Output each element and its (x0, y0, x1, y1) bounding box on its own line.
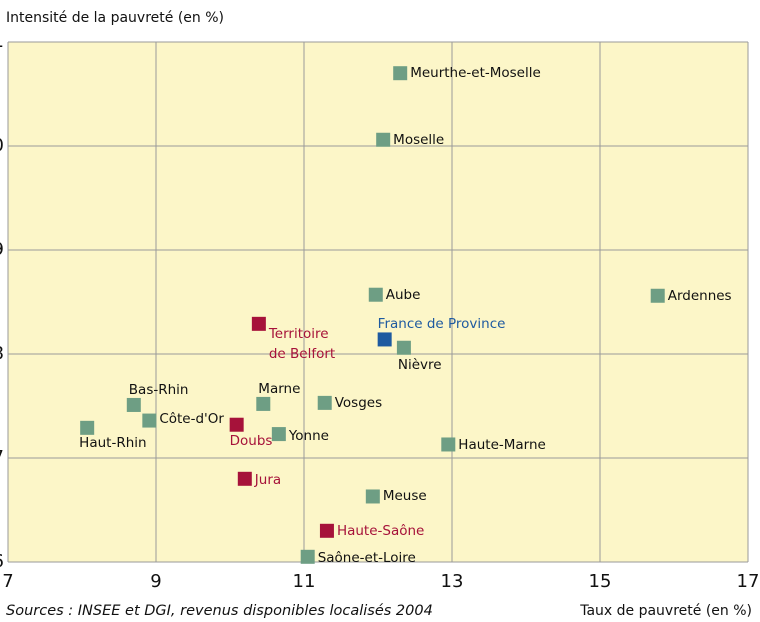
chart-title: Intensité de la pauvreté (en %) (6, 10, 224, 26)
point-label: Aube (385, 286, 421, 303)
x-tick-label: 17 (737, 571, 760, 592)
x-tick-label: 9 (150, 571, 161, 592)
point-label: Saône-et-Loire (317, 549, 416, 566)
point-label: Doubs (229, 432, 273, 449)
point (317, 395, 332, 410)
point-label: Vosges (334, 394, 383, 411)
point (376, 132, 391, 147)
point (142, 413, 157, 428)
point (319, 523, 334, 538)
point (256, 396, 271, 411)
point-label: Yonne (288, 428, 329, 445)
point-label: Ardennes (667, 287, 732, 304)
x-axis-label: Taux de pauvreté (en %) (579, 603, 752, 619)
point-label: Meurthe-et-Moselle (410, 65, 541, 82)
x-tick-label: 11 (293, 571, 316, 592)
point-label: Haut-Rhin (79, 434, 147, 451)
point-label: Côte-d'Or (159, 410, 224, 427)
point-label: Haute-Marne (458, 437, 546, 454)
x-tick-label: 13 (441, 571, 464, 592)
point (365, 489, 380, 504)
point (80, 420, 95, 435)
x-tick-label: 7 (2, 571, 13, 592)
point (650, 288, 665, 303)
point-label: Moselle (393, 131, 445, 148)
plot-area (8, 42, 748, 562)
point-label: Nièvre (397, 356, 442, 373)
point-label: France de Province (377, 316, 506, 333)
point (237, 471, 252, 486)
point (377, 332, 392, 347)
point (441, 437, 456, 452)
point (393, 66, 408, 81)
y-tick-label: 20 (0, 135, 4, 156)
y-tick-label: 17 (0, 447, 4, 468)
point (396, 340, 411, 355)
point (368, 287, 383, 302)
point-label: Jura (254, 471, 282, 488)
point-label: Bas-Rhin (128, 381, 189, 398)
x-tick-label: 15 (589, 571, 612, 592)
point (300, 549, 315, 564)
point (229, 417, 244, 432)
point-label: Territoire de Belfort (268, 325, 336, 362)
y-tick-label: 19 (0, 239, 4, 260)
y-tick-label: 16 (0, 551, 4, 572)
point-label: Marne (258, 380, 301, 397)
point (126, 397, 141, 412)
y-tick-label: 18 (0, 343, 4, 364)
point-label: Haute-Saône (336, 522, 425, 539)
point-label: Meuse (382, 488, 427, 505)
source: Sources : INSEE et DGI, revenus disponib… (6, 603, 433, 619)
point (271, 427, 286, 442)
point (251, 316, 266, 331)
y-tick-label: 21 (0, 31, 4, 52)
